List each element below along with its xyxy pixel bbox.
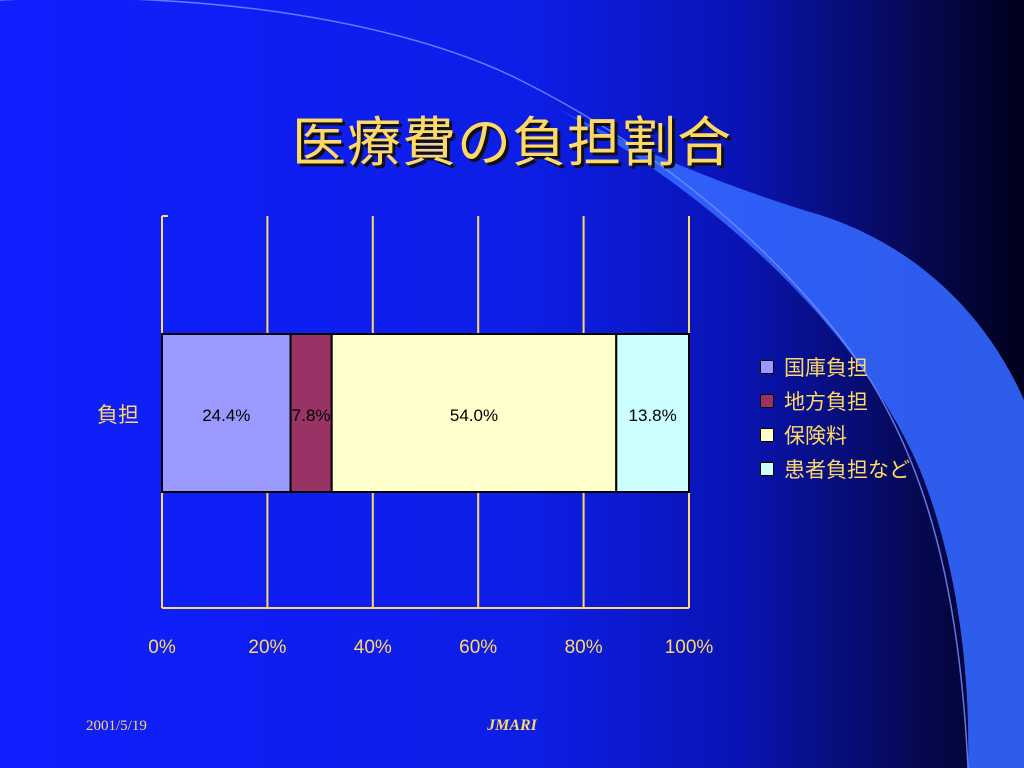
bar-segment-0 bbox=[161, 333, 292, 493]
decor-arc-line bbox=[0, 0, 969, 768]
legend-item-2: 保険料 bbox=[760, 418, 910, 452]
bar-segment-3 bbox=[615, 333, 690, 493]
legend-item-3: 患者負担など bbox=[760, 452, 910, 486]
legend-label-3: 患者負担など bbox=[784, 458, 910, 482]
x-tick-label-0: 0% bbox=[148, 637, 176, 658]
x-tick-label-3: 60% bbox=[459, 637, 497, 658]
data-label-layer: 24.4% 7.8% 54.0% 13.8% bbox=[202, 406, 677, 425]
decor-swoosh bbox=[560, 110, 1024, 768]
x-tick-label-1: 20% bbox=[248, 637, 286, 658]
data-label-2: 54.0% bbox=[450, 406, 498, 425]
legend-item-0: 国庫負担 bbox=[760, 350, 910, 384]
x-tick-label-4: 80% bbox=[565, 637, 603, 658]
legend-swatch-1 bbox=[760, 394, 774, 408]
legend-label-1: 地方負担 bbox=[784, 390, 868, 414]
legend-item-1: 地方負担 bbox=[760, 384, 910, 418]
slide-title: 医療費の負担割合 bbox=[292, 111, 732, 174]
chart-legend: 国庫負担地方負担保険料患者負担など bbox=[760, 350, 910, 486]
legend-label-0: 国庫負担 bbox=[784, 356, 868, 380]
legend-swatch-3 bbox=[760, 462, 774, 476]
data-label-0: 24.4% bbox=[202, 406, 250, 425]
legend-swatch-0 bbox=[760, 360, 774, 374]
footer-organization: JMARI bbox=[487, 717, 537, 734]
bar-layer bbox=[161, 333, 690, 493]
x-tick-label-5: 100% bbox=[665, 637, 714, 658]
legend-label-2: 保険料 bbox=[784, 424, 847, 448]
x-tick-label-2: 40% bbox=[354, 637, 392, 658]
category-label: 負担 bbox=[97, 404, 139, 427]
data-label-1: 7.8% bbox=[292, 406, 331, 425]
tick-label-layer: 0% 20% 40% 60% 80% 100% bbox=[148, 637, 713, 658]
legend-swatch-2 bbox=[760, 428, 774, 442]
data-label-3: 13.8% bbox=[629, 406, 677, 425]
footer-date: 2001/5/19 bbox=[86, 718, 147, 734]
